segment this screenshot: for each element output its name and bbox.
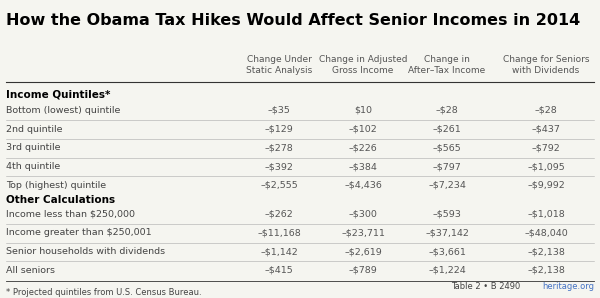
Text: –$437: –$437: [532, 125, 560, 134]
Text: heritage.org: heritage.org: [542, 282, 594, 291]
Text: Change Under
Static Analysis: Change Under Static Analysis: [246, 55, 312, 75]
Text: –$226: –$226: [349, 143, 377, 152]
Text: –$35: –$35: [268, 106, 290, 115]
Text: –$415: –$415: [265, 266, 293, 275]
Text: –$789: –$789: [349, 266, 377, 275]
Text: –$2,138: –$2,138: [527, 247, 565, 256]
Text: –$593: –$593: [433, 209, 461, 218]
Text: –$28: –$28: [436, 106, 458, 115]
Text: –$2,555: –$2,555: [260, 181, 298, 190]
Text: 3rd quintile: 3rd quintile: [6, 143, 61, 152]
Text: –$23,711: –$23,711: [341, 228, 385, 237]
Text: –$262: –$262: [265, 209, 293, 218]
Text: Income greater than $250,001: Income greater than $250,001: [6, 228, 152, 237]
Text: * Projected quintiles from U.S. Census Bureau.: * Projected quintiles from U.S. Census B…: [6, 288, 202, 297]
Text: Income Quintiles*: Income Quintiles*: [6, 89, 110, 100]
Text: –$7,234: –$7,234: [428, 181, 466, 190]
Text: How the Obama Tax Hikes Would Affect Senior Incomes in 2014: How the Obama Tax Hikes Would Affect Sen…: [6, 13, 580, 28]
Text: All seniors: All seniors: [6, 266, 55, 275]
Text: –$300: –$300: [349, 209, 377, 218]
Text: –$392: –$392: [265, 162, 293, 171]
Text: $10: $10: [354, 106, 372, 115]
Text: –$11,168: –$11,168: [257, 228, 301, 237]
Text: –$792: –$792: [532, 143, 560, 152]
Text: Change for Seniors
with Dividends: Change for Seniors with Dividends: [503, 55, 589, 75]
Text: –$28: –$28: [535, 106, 557, 115]
Text: Bottom (lowest) quintile: Bottom (lowest) quintile: [6, 106, 121, 115]
Text: Other Calculations: Other Calculations: [6, 195, 115, 205]
Text: 2nd quintile: 2nd quintile: [6, 125, 62, 134]
Text: –$102: –$102: [349, 125, 377, 134]
Text: –$1,018: –$1,018: [527, 209, 565, 218]
Text: –$384: –$384: [349, 162, 377, 171]
Text: –$1,142: –$1,142: [260, 247, 298, 256]
Text: –$261: –$261: [433, 125, 461, 134]
Text: –$48,040: –$48,040: [524, 228, 568, 237]
Text: –$37,142: –$37,142: [425, 228, 469, 237]
Text: –$2,138: –$2,138: [527, 266, 565, 275]
Text: Table 2 • B 2490: Table 2 • B 2490: [451, 282, 531, 291]
Text: Top (highest) quintile: Top (highest) quintile: [6, 181, 106, 190]
Text: –$2,619: –$2,619: [344, 247, 382, 256]
Text: Income less than $250,000: Income less than $250,000: [6, 209, 135, 218]
Text: –$1,224: –$1,224: [428, 266, 466, 275]
Text: –$129: –$129: [265, 125, 293, 134]
Text: 4th quintile: 4th quintile: [6, 162, 60, 171]
Text: –$4,436: –$4,436: [344, 181, 382, 190]
Text: –$9,992: –$9,992: [527, 181, 565, 190]
Text: Change in
After–Tax Income: Change in After–Tax Income: [409, 55, 485, 75]
Text: Change in Adjusted
Gross Income: Change in Adjusted Gross Income: [319, 55, 407, 75]
Text: –$797: –$797: [433, 162, 461, 171]
Text: –$565: –$565: [433, 143, 461, 152]
Text: Senior households with dividends: Senior households with dividends: [6, 247, 165, 256]
Text: –$278: –$278: [265, 143, 293, 152]
Text: –$3,661: –$3,661: [428, 247, 466, 256]
Text: –$1,095: –$1,095: [527, 162, 565, 171]
